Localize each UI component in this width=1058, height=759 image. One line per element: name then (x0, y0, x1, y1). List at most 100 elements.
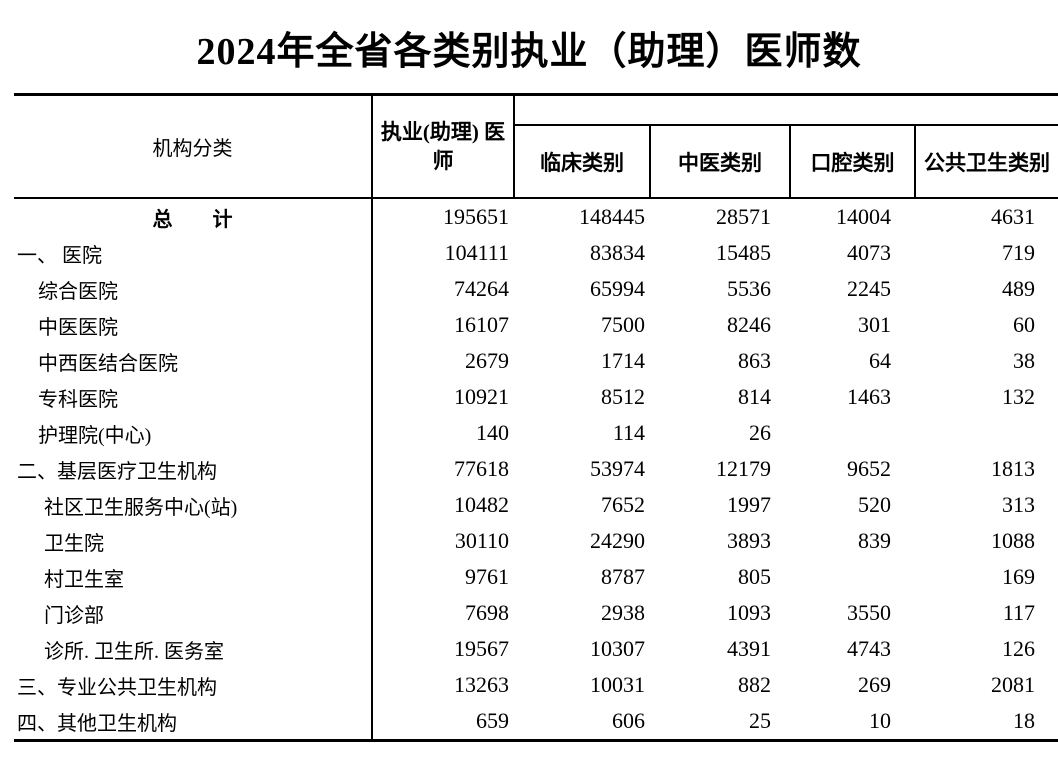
header-practicing-physicians: 执业(助理) 医师 (372, 94, 515, 199)
row-label: 三、专业公共卫生机构 (14, 667, 373, 703)
row-label: 诊所. 卫生所. 医务室 (14, 631, 373, 667)
value-cell: 2245 (847, 276, 891, 301)
value-cell: 2679 (465, 348, 509, 373)
value-cell: 25 (749, 708, 771, 733)
value-cell: 4743 (847, 636, 891, 661)
value-cell: 38 (1013, 348, 1035, 373)
table-row: 四、其他卫生机构 659 606 25 10 18 (14, 703, 1058, 741)
value-cell: 64 (869, 348, 891, 373)
table-row: 中医医院 16107 7500 8246 301 60 (14, 307, 1058, 343)
value-cell: 10921 (454, 384, 509, 409)
value-cell: 10031 (590, 672, 645, 697)
table-row: 三、专业公共卫生机构 13263 10031 882 269 2081 (14, 667, 1058, 703)
row-label: 二、基层医疗卫生机构 (14, 451, 373, 487)
row-label: 卫生院 (14, 523, 373, 559)
header-category-dental: 口腔类别 (789, 125, 915, 199)
value-cell: 2081 (991, 672, 1035, 697)
physicians-table: 机构分类 执业(助理) 医师 临床类别 中医类别 口腔类别 公共卫生类别 总 计… (14, 93, 1058, 742)
table-row: 二、基层医疗卫生机构 77618 53974 12179 9652 1813 (14, 451, 1058, 487)
value-cell: 1714 (601, 348, 645, 373)
value-cell: 1088 (991, 528, 1035, 553)
value-cell: 19567 (454, 636, 509, 661)
table-body: 总 计 195651 148445 28571 14004 4631 一、 医院 104… (14, 198, 1058, 741)
value-cell: 3550 (847, 600, 891, 625)
value-cell: 7652 (601, 492, 645, 517)
table-row: 总 计 195651 148445 28571 14004 4631 (14, 198, 1058, 235)
value-cell: 65994 (590, 276, 645, 301)
value-cell: 4073 (847, 240, 891, 265)
value-cell: 9652 (847, 456, 891, 481)
value-cell: 5536 (727, 276, 771, 301)
row-label: 中医医院 (14, 307, 373, 343)
row-label: 专科医院 (14, 379, 373, 415)
value-cell: 1093 (727, 600, 771, 625)
table-row: 综合医院 74264 65994 5536 2245 489 (14, 271, 1058, 307)
row-label: 一、 医院 (14, 235, 373, 271)
value-cell (915, 415, 1058, 451)
value-cell: 719 (1002, 240, 1035, 265)
value-cell: 10307 (590, 636, 645, 661)
value-cell: 28571 (716, 204, 771, 229)
value-cell: 8246 (727, 312, 771, 337)
header-category-public-health: 公共卫生类别 (914, 125, 1058, 199)
value-cell: 10482 (454, 492, 509, 517)
table-header: 机构分类 执业(助理) 医师 临床类别 中医类别 口腔类别 公共卫生类别 (14, 94, 1058, 199)
value-cell: 24290 (590, 528, 645, 553)
value-cell: 7500 (601, 312, 645, 337)
value-cell: 16107 (454, 312, 509, 337)
value-cell: 114 (612, 420, 645, 445)
value-cell: 169 (1002, 564, 1035, 589)
row-label: 四、其他卫生机构 (14, 703, 373, 741)
value-cell: 12179 (716, 456, 771, 481)
header-org-class: 机构分类 (14, 94, 373, 199)
row-label: 社区卫生服务中心(站) (14, 487, 373, 523)
row-label: 综合医院 (14, 271, 373, 307)
header-category-clinical: 临床类别 (513, 125, 650, 199)
value-cell: 195651 (443, 204, 509, 229)
table-row: 卫生院 30110 24290 3893 839 1088 (14, 523, 1058, 559)
value-cell: 30110 (454, 528, 509, 553)
header-category-tcm: 中医类别 (649, 125, 790, 199)
value-cell: 882 (738, 672, 771, 697)
value-cell: 4391 (727, 636, 771, 661)
row-label: 护理院(中心) (14, 415, 373, 451)
value-cell: 77618 (454, 456, 509, 481)
value-cell: 10 (869, 708, 891, 733)
header-row-2: 临床类别 中医类别 口腔类别 公共卫生类别 (14, 125, 1058, 199)
physicians-table-wrap: 机构分类 执业(助理) 医师 临床类别 中医类别 口腔类别 公共卫生类别 总 计… (14, 93, 1058, 742)
table-row: 社区卫生服务中心(站) 10482 7652 1997 520 313 (14, 487, 1058, 523)
value-cell: 814 (738, 384, 771, 409)
value-cell: 9761 (465, 564, 509, 589)
header-category-group (514, 94, 1058, 126)
value-cell: 117 (1002, 600, 1035, 625)
table-row: 村卫生室 9761 8787 805 169 (14, 559, 1058, 595)
table-row: 一、 医院 104111 83834 15485 4073 719 (14, 235, 1058, 271)
row-label: 总 计 (14, 198, 373, 235)
value-cell: 132 (1002, 384, 1035, 409)
value-cell: 140 (476, 420, 509, 445)
value-cell: 74264 (454, 276, 509, 301)
value-cell: 863 (738, 348, 771, 373)
value-cell: 60 (1013, 312, 1035, 337)
value-cell (790, 559, 915, 595)
header-row-1: 机构分类 执业(助理) 医师 (14, 94, 1058, 199)
value-cell: 14004 (836, 204, 891, 229)
value-cell: 7698 (465, 600, 509, 625)
value-cell: 606 (612, 708, 645, 733)
value-cell: 26 (749, 420, 771, 445)
value-cell: 3893 (727, 528, 771, 553)
page-title: 2024年全省各类别执业（助理）医师数 (196, 31, 862, 73)
value-cell: 104111 (444, 240, 509, 265)
value-cell: 15485 (716, 240, 771, 265)
value-cell (790, 415, 915, 451)
value-cell: 659 (476, 708, 509, 733)
value-cell: 2938 (601, 600, 645, 625)
value-cell: 148445 (579, 204, 645, 229)
table-row: 中西医结合医院 2679 1714 863 64 38 (14, 343, 1058, 379)
value-cell: 8787 (601, 564, 645, 589)
row-label: 中西医结合医院 (14, 343, 373, 379)
row-label: 村卫生室 (14, 559, 373, 595)
table-row: 专科医院 10921 8512 814 1463 132 (14, 379, 1058, 415)
value-cell: 1463 (847, 384, 891, 409)
